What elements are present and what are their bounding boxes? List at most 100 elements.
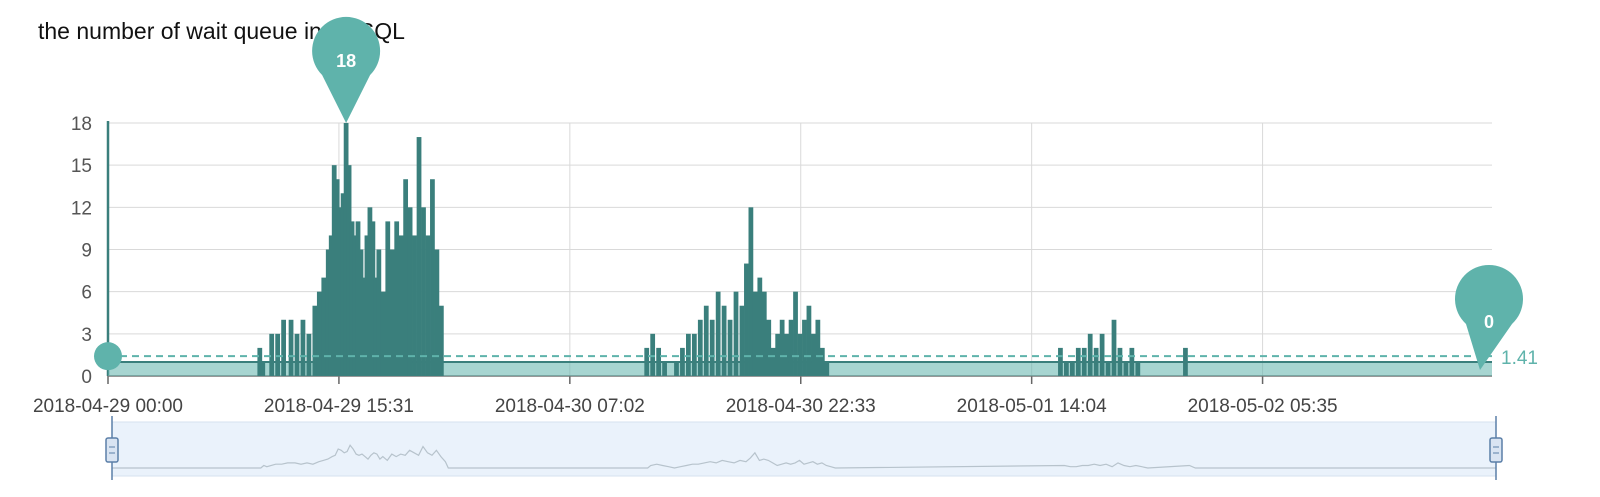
x-tick-label: 2018-04-30 22:33 (726, 396, 876, 417)
max-pin-shape (312, 16, 381, 124)
data-bar (275, 333, 281, 376)
data-bar (321, 277, 327, 376)
data-bar (349, 221, 355, 376)
data-bar (421, 207, 426, 376)
data-bar (281, 319, 286, 376)
data-bar (721, 305, 727, 376)
data-bar (715, 291, 721, 376)
data-bar (691, 333, 697, 376)
data-bar (806, 305, 812, 376)
data-bar (1135, 361, 1141, 376)
data-bar (337, 207, 343, 376)
data-bar (650, 333, 656, 376)
data-bar (376, 249, 382, 376)
zoom-window[interactable] (111, 421, 1497, 477)
data-bar (824, 361, 830, 376)
data-bar (306, 333, 312, 376)
data-bar (797, 333, 803, 376)
data-bar (680, 347, 685, 376)
data-bar (727, 319, 733, 376)
data-bar (674, 361, 679, 376)
data-bar (819, 347, 825, 376)
data-bar (1087, 333, 1093, 376)
y-tick-label: 0 (81, 367, 92, 388)
data-bar (1111, 319, 1117, 376)
data-bar (1069, 361, 1075, 376)
data-bar (358, 249, 364, 376)
data-bar (1058, 347, 1063, 376)
max-pin-label: 18 (336, 51, 356, 71)
data-bar (328, 235, 334, 376)
data-bar (1129, 347, 1135, 376)
data-bar (656, 347, 662, 376)
data-bar (364, 235, 370, 376)
data-bar (662, 361, 667, 376)
data-bar (1075, 347, 1081, 376)
data-bar (1123, 361, 1129, 376)
zoom-mini-line (112, 444, 1496, 469)
x-tick-label: 2018-05-02 05:35 (1188, 396, 1338, 417)
data-bar (373, 277, 379, 376)
axis-layer: 0 3 6 9 12 15 18 2018-04-29 00:00 2018-04-29 15:… (33, 114, 1492, 417)
y-tick-label: 18 (71, 114, 92, 135)
y-tick-label: 6 (81, 283, 92, 304)
data-bar (703, 305, 709, 376)
data-bar (709, 319, 715, 376)
data-bar (412, 235, 417, 376)
data-bar (394, 221, 400, 376)
data-bar (325, 249, 331, 376)
data-bar (403, 179, 409, 376)
data-bar (1099, 333, 1105, 376)
data-bar (770, 347, 776, 376)
data-bar (398, 235, 404, 376)
data-bar (748, 207, 754, 376)
data-bar (815, 319, 821, 376)
data-bar (407, 207, 413, 376)
data-bar (788, 319, 794, 376)
data-bar (1105, 361, 1111, 376)
data-bar (761, 291, 767, 376)
zoom-left-handle[interactable] (105, 437, 119, 463)
data-bar (389, 249, 395, 376)
data-bar (802, 319, 807, 376)
y-tick-label: 9 (81, 241, 92, 262)
data-bar (346, 165, 352, 376)
data-bar (779, 319, 785, 376)
data-bar (340, 193, 346, 376)
data-zoom-slider[interactable] (105, 416, 1503, 480)
last-pin-shape (1455, 264, 1524, 370)
data-bar (793, 291, 798, 376)
x-tick-label: 2018-05-01 14:04 (957, 396, 1107, 417)
data-bar (430, 179, 435, 376)
data-bar (288, 319, 294, 376)
data-bar (312, 305, 318, 376)
data-bar (343, 123, 349, 376)
data-bar (686, 333, 691, 376)
data-bar (355, 221, 361, 376)
data-bar (361, 277, 367, 376)
mean-line-start-marker (94, 342, 122, 371)
last-pin-label: 0 (1484, 312, 1494, 332)
data-bar (811, 333, 816, 376)
y-tick-label: 3 (81, 325, 92, 346)
zoom-right-handle[interactable] (1489, 437, 1503, 463)
data-bar (733, 291, 739, 376)
y-tick-label: 12 (71, 198, 92, 219)
data-bar (784, 333, 789, 376)
last-value-pin: 0 (1455, 264, 1524, 370)
data-bar (380, 291, 386, 376)
data-bar (752, 291, 758, 376)
data-bar (334, 179, 340, 376)
data-bar (744, 263, 749, 376)
data-bar (1117, 347, 1123, 376)
data-bar (331, 165, 337, 376)
max-value-pin: 18 (312, 16, 381, 124)
data-bar (385, 221, 391, 376)
data-bar (425, 235, 431, 376)
data-bar (269, 333, 275, 376)
data-bar (1081, 347, 1087, 376)
x-tick-label: 2018-04-29 15:31 (264, 396, 414, 417)
data-bar (697, 319, 703, 376)
x-tick-label: 2018-04-29 00:00 (33, 396, 183, 417)
data-bar (739, 305, 745, 376)
